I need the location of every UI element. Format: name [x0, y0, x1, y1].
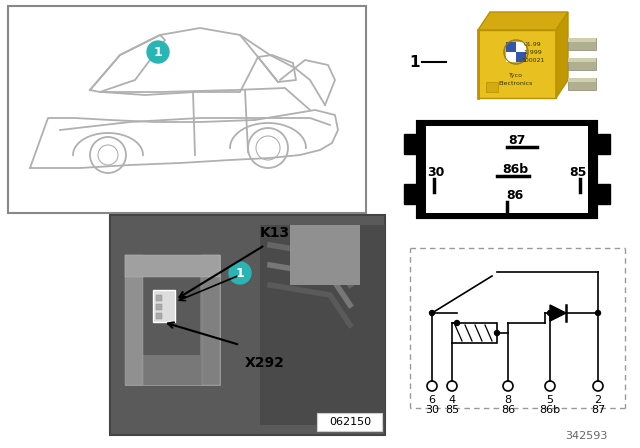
Bar	[568, 38, 596, 50]
Bar	[486, 82, 498, 92]
Bar	[404, 184, 420, 204]
Bar	[568, 58, 596, 70]
Bar	[568, 78, 596, 82]
Bar	[418, 122, 596, 217]
Bar	[317, 413, 382, 431]
Bar	[260, 225, 385, 425]
Text: 86b: 86b	[502, 163, 528, 176]
Bar	[125, 255, 220, 385]
Bar	[516, 42, 526, 52]
Circle shape	[495, 331, 499, 336]
Circle shape	[229, 262, 251, 284]
Bar	[516, 52, 526, 62]
Text: 2: 2	[595, 395, 602, 405]
Bar	[125, 255, 220, 277]
Text: 87: 87	[508, 134, 525, 146]
Text: Electronics: Electronics	[499, 81, 533, 86]
Bar	[156, 304, 162, 310]
Bar	[452, 323, 497, 343]
Text: 100021: 100021	[522, 57, 545, 63]
Text: 87: 87	[591, 405, 605, 415]
Bar	[290, 225, 360, 285]
Circle shape	[595, 310, 600, 315]
Bar	[110, 215, 385, 435]
Bar	[594, 134, 610, 154]
Text: 8: 8	[504, 395, 511, 405]
Text: 5: 5	[547, 395, 554, 405]
Text: 01.99: 01.99	[524, 42, 542, 47]
Text: 1: 1	[410, 55, 420, 69]
Bar	[594, 184, 610, 204]
Bar	[410, 248, 625, 408]
Bar	[478, 30, 556, 98]
Text: 30: 30	[425, 405, 439, 415]
Circle shape	[504, 40, 528, 64]
Circle shape	[147, 41, 169, 63]
Bar	[506, 52, 516, 62]
Bar	[153, 290, 175, 322]
Bar	[156, 295, 162, 301]
Polygon shape	[556, 12, 568, 98]
Bar	[404, 134, 420, 154]
Text: 1: 1	[154, 46, 163, 59]
Bar	[125, 255, 220, 385]
Text: 85: 85	[445, 405, 459, 415]
Text: 30: 30	[428, 165, 445, 178]
Bar	[426, 126, 588, 213]
Text: K13: K13	[260, 226, 290, 240]
Circle shape	[547, 310, 552, 315]
Bar	[202, 255, 220, 385]
Bar	[8, 6, 366, 213]
Text: 85: 85	[570, 165, 587, 178]
Text: 86: 86	[506, 189, 524, 202]
Polygon shape	[478, 12, 568, 30]
Text: 342593: 342593	[566, 431, 608, 441]
Text: 1: 1	[236, 267, 244, 280]
Bar	[125, 255, 143, 385]
Text: Tyco: Tyco	[509, 73, 523, 78]
Text: 1 999: 1 999	[524, 49, 542, 55]
Text: 062150: 062150	[329, 417, 371, 427]
Circle shape	[429, 310, 435, 315]
Bar	[506, 42, 516, 52]
Bar	[568, 78, 596, 90]
Bar	[568, 38, 596, 42]
Bar	[140, 275, 200, 355]
Circle shape	[454, 320, 460, 326]
Text: 6: 6	[429, 395, 435, 405]
Bar	[568, 58, 596, 62]
Polygon shape	[550, 305, 566, 321]
Bar	[156, 313, 162, 319]
Text: 86b: 86b	[540, 405, 561, 415]
Text: 86: 86	[501, 405, 515, 415]
Text: X292: X292	[245, 356, 285, 370]
Text: 4: 4	[449, 395, 456, 405]
